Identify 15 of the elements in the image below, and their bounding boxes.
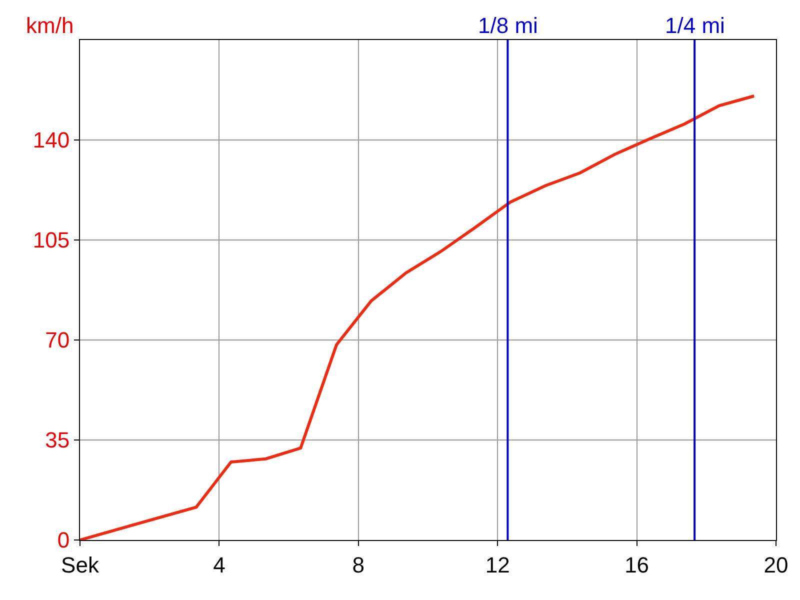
- y-tick-label: 105: [32, 228, 70, 253]
- ref-line-label: 1/4 mi: [665, 13, 725, 38]
- x-tick-label: Sek: [61, 552, 100, 578]
- x-tick-label: 20: [764, 552, 788, 578]
- x-tick-label: 8: [352, 552, 365, 578]
- y-tick-label: 0: [57, 528, 70, 553]
- y-tick-label: 140: [32, 128, 70, 153]
- ref-line-label: 1/8 mi: [478, 13, 538, 38]
- x-tick-label: 12: [485, 552, 510, 578]
- line-series: [80, 94, 756, 540]
- y-axis-title: km/h: [26, 13, 74, 38]
- x-tick-label: 4: [213, 552, 226, 578]
- y-tick-label: 35: [45, 428, 70, 453]
- x-tick-label: 16: [624, 552, 650, 578]
- y-tick-label: 70: [45, 328, 70, 353]
